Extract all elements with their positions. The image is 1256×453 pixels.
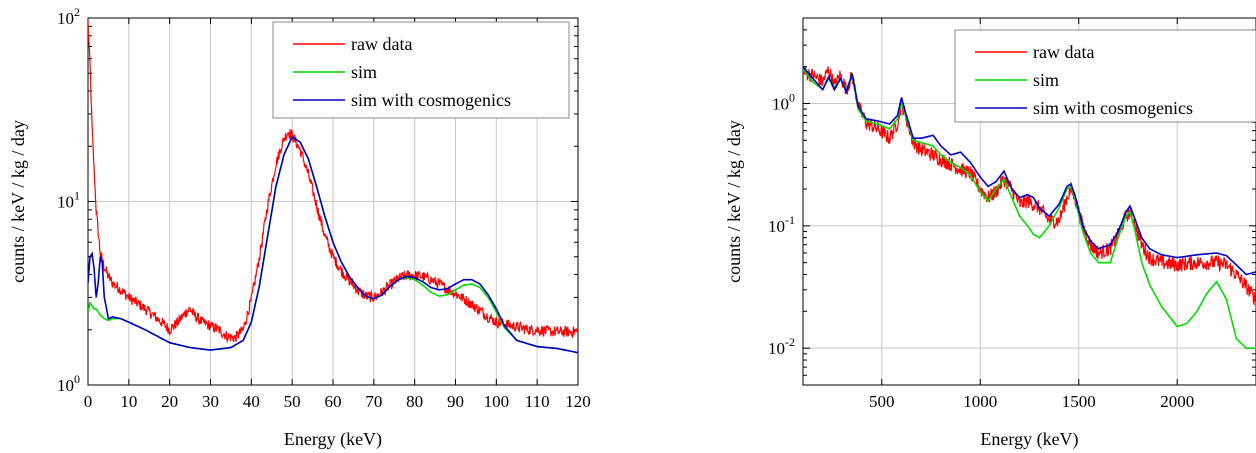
x-tick-label: 1000: [963, 392, 997, 411]
y-tick-label: 10-2: [768, 335, 795, 358]
series-group: [88, 20, 578, 354]
x-tick-label: 60: [325, 392, 342, 411]
x-tick-label: 2000: [1160, 392, 1194, 411]
x-tick-label: 1500: [1062, 392, 1096, 411]
x-tick-label: 30: [202, 392, 219, 411]
x-tick-label: 100: [484, 392, 510, 411]
x-tick-label: 110: [525, 392, 550, 411]
legend: raw data sim sim with cosmogenics: [954, 29, 1256, 123]
legend-label: sim with cosmogenics: [1033, 98, 1193, 118]
chart-right-energy-spectrum: 500 1000 1500 2000 10-2 10-1 100 Energy (keV) co…: [724, 17, 1256, 450]
legend-box: [954, 29, 1256, 123]
x-tick-label: 50: [284, 392, 301, 411]
series-line-sim-with-cosmogenics: [803, 66, 1256, 276]
x-axis-label: Energy (keV): [284, 429, 382, 450]
y-tick-label: 101: [57, 189, 80, 212]
x-tick-label: 10: [120, 392, 137, 411]
series-group: [803, 66, 1256, 349]
series-line-sim-with-cosmogenics: [88, 135, 578, 354]
x-tick-label: 70: [365, 392, 382, 411]
legend-label: raw data: [351, 34, 412, 54]
ticks: [803, 17, 1256, 386]
x-tick-label: 120: [565, 392, 591, 411]
y-tick-label: 100: [772, 91, 795, 114]
chart-left-energy-spectrum: 0 10 20 30 40 50 60 70 80 90 100 110 120 100 101 102 Ene…: [8, 5, 591, 450]
legend-box: [272, 21, 570, 119]
x-tick-label: 90: [447, 392, 464, 411]
x-axis-label: Energy (keV): [980, 429, 1078, 450]
legend-label: sim: [1033, 70, 1059, 90]
x-tick-label: 0: [84, 392, 93, 411]
x-tick-label: 20: [161, 392, 178, 411]
y-axis-label: counts / keV / kg / day: [724, 120, 744, 283]
y-tick-label: 10-1: [768, 213, 795, 236]
legend-label: sim with cosmogenics: [351, 90, 511, 110]
x-tick-label: 500: [869, 392, 895, 411]
legend-label: sim: [351, 62, 377, 82]
legend-label: raw data: [1033, 42, 1094, 62]
legend: raw data sim sim with cosmogenics: [272, 21, 570, 119]
y-axis-label: counts / keV / kg / day: [8, 120, 28, 283]
series-line-raw-data: [88, 20, 578, 344]
x-tick-label: 40: [243, 392, 260, 411]
plot-frame: [802, 17, 1256, 386]
y-tick-label: 102: [57, 5, 80, 28]
x-tick-label: 80: [406, 392, 423, 411]
series-line-sim: [803, 68, 1256, 349]
y-tick-label: 100: [57, 372, 80, 395]
